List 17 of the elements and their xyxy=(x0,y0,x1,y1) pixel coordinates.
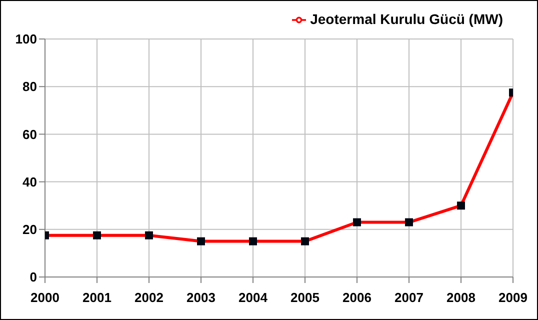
x-tick-label: 2006 xyxy=(342,290,372,306)
x-tick-label: 2000 xyxy=(30,290,60,306)
x-tick-label: 2009 xyxy=(498,290,528,306)
y-tick-label: 60 xyxy=(22,126,37,142)
x-tick-label: 2003 xyxy=(186,290,216,306)
x-tick-label: 2001 xyxy=(82,290,112,306)
x-tick-label: 2004 xyxy=(238,290,268,306)
x-tick-label: 2007 xyxy=(394,290,424,306)
y-tick-label: 80 xyxy=(22,79,37,94)
x-tick-label: 2008 xyxy=(446,290,476,306)
y-tick-label: 100 xyxy=(15,32,37,47)
y-tick-label: 40 xyxy=(22,174,37,190)
y-tick-label: 20 xyxy=(22,222,37,238)
legend-label: Jeotermal Kurulu Gücü (MW) xyxy=(310,11,503,27)
y-tick-label: 0 xyxy=(30,270,37,285)
x-tick-label: 2002 xyxy=(134,290,164,306)
x-tick-label: 2005 xyxy=(290,290,320,306)
